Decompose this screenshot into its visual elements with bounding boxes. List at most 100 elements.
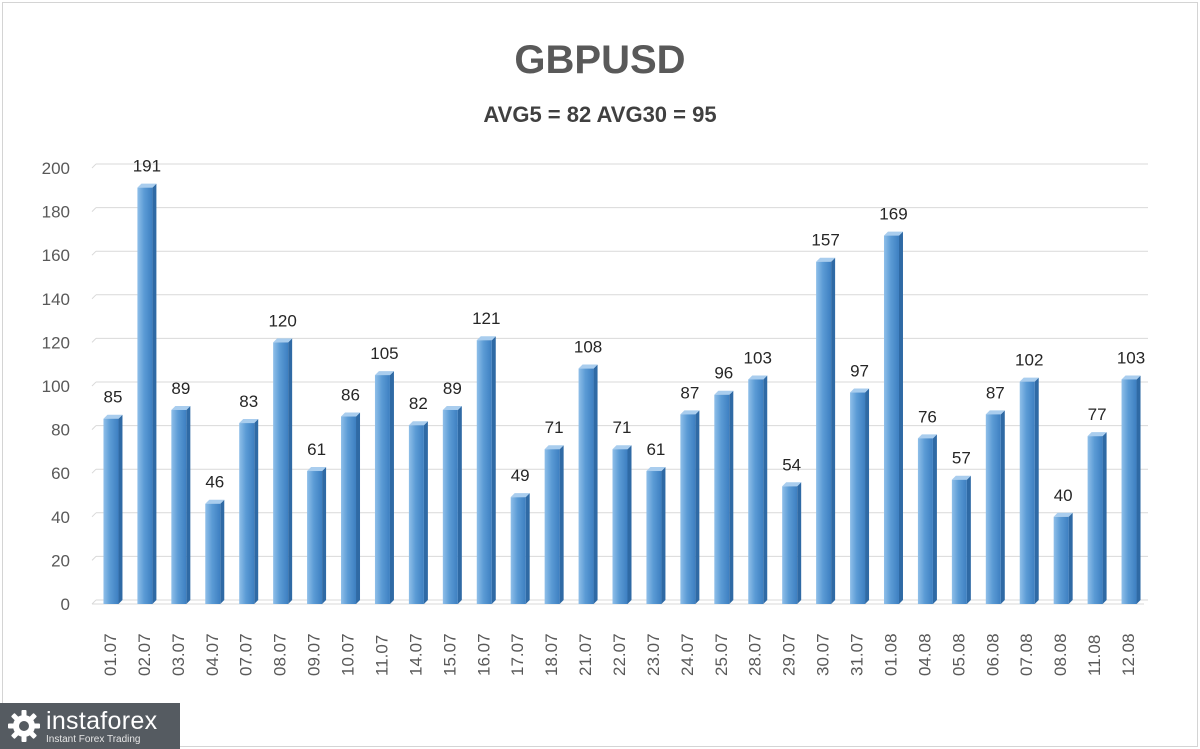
x-tick-label: 07.07 xyxy=(237,633,256,676)
x-tick-label: 28.07 xyxy=(746,633,765,676)
bar-top xyxy=(374,371,394,376)
bar-top xyxy=(442,405,462,410)
bar-side xyxy=(525,493,530,604)
bar-top xyxy=(883,231,903,236)
data-label: 89 xyxy=(443,379,462,398)
data-label: 61 xyxy=(307,440,326,459)
x-tick-label: 09.07 xyxy=(305,633,324,676)
bar-side xyxy=(457,405,462,604)
y-tick-label: 120 xyxy=(42,333,70,352)
data-label: 83 xyxy=(239,392,258,411)
bar xyxy=(646,471,662,604)
bar-top xyxy=(1087,432,1107,437)
x-tick-label: 04.08 xyxy=(915,633,934,676)
gridline-depth xyxy=(91,512,97,518)
bar-side xyxy=(627,445,632,604)
bar xyxy=(171,409,187,604)
data-label: 97 xyxy=(850,362,869,381)
x-tick-label: 11.07 xyxy=(372,635,391,676)
bar-side xyxy=(831,257,836,604)
bar-side xyxy=(1068,512,1073,604)
y-axis: 0 20 40 60 80 100 120 140 160 180 200 xyxy=(42,159,70,614)
bar-side xyxy=(763,375,768,604)
bar-side xyxy=(288,338,293,604)
data-label: 120 xyxy=(268,311,296,330)
x-tick-label: 17.07 xyxy=(508,633,527,676)
x-tick-label: 30.07 xyxy=(814,633,833,676)
bar xyxy=(1019,381,1035,604)
bar-top xyxy=(680,410,700,415)
data-label: 40 xyxy=(1054,486,1073,505)
y-tick-label: 20 xyxy=(51,551,70,570)
bar-side xyxy=(356,412,361,604)
bar-top xyxy=(985,410,1005,415)
data-label: 54 xyxy=(782,455,801,474)
data-label: 87 xyxy=(986,383,1005,402)
x-tick-label: 22.07 xyxy=(610,633,629,676)
x-tick-label: 12.08 xyxy=(1119,633,1138,676)
logo-name: instaforex xyxy=(46,707,158,735)
y-tick-label: 100 xyxy=(42,377,70,396)
bar-top xyxy=(544,445,564,450)
gridline-depth xyxy=(91,338,97,343)
y-tick-label: 200 xyxy=(42,159,70,178)
bar-side xyxy=(423,421,428,604)
bar xyxy=(408,425,424,604)
x-tick-label: 15.07 xyxy=(440,633,459,676)
data-label: 169 xyxy=(879,205,907,224)
bar-side xyxy=(118,414,123,604)
bar xyxy=(476,340,492,604)
x-tick-label: 31.07 xyxy=(848,633,867,676)
bar xyxy=(544,449,560,604)
y-tick-label: 40 xyxy=(51,508,70,527)
bar xyxy=(951,479,967,604)
gridline-depth xyxy=(91,556,97,561)
bar-side xyxy=(186,405,191,604)
gridline-depth xyxy=(91,207,97,212)
bar xyxy=(1087,436,1103,604)
data-label: 157 xyxy=(811,231,839,250)
data-label: 103 xyxy=(1117,348,1145,367)
bar xyxy=(103,418,119,604)
bar-side xyxy=(797,482,802,604)
bar xyxy=(782,486,798,604)
bar-top xyxy=(137,183,157,188)
data-label: 46 xyxy=(205,473,224,492)
bar-side xyxy=(1034,377,1039,604)
bar-top xyxy=(341,412,361,417)
data-label: 96 xyxy=(714,364,733,383)
bar xyxy=(816,261,832,604)
bar-side xyxy=(1136,375,1141,604)
x-tick-label: 01.07 xyxy=(101,633,120,676)
bar xyxy=(442,409,458,604)
x-tick-label: 02.07 xyxy=(135,633,154,676)
gridline-depth xyxy=(91,425,97,430)
bar-side xyxy=(898,231,903,604)
bar xyxy=(748,379,764,604)
bar xyxy=(510,497,526,604)
data-label: 82 xyxy=(409,394,428,413)
bar-top xyxy=(714,390,734,395)
bar xyxy=(1053,516,1069,604)
data-label: 191 xyxy=(133,157,161,176)
data-label: 76 xyxy=(918,407,937,426)
bar xyxy=(612,449,628,604)
bar-top xyxy=(476,336,496,341)
bar-top xyxy=(1019,377,1039,382)
data-label: 102 xyxy=(1015,351,1043,370)
bar-side xyxy=(966,475,971,604)
x-tick-label: 08.07 xyxy=(271,633,290,676)
bar-side xyxy=(220,499,225,604)
bar-side xyxy=(865,388,870,604)
x-tick-label: 05.08 xyxy=(949,633,968,676)
bar-top xyxy=(205,499,225,504)
bar-top xyxy=(307,467,327,472)
data-label: 121 xyxy=(472,309,500,328)
bar-top xyxy=(917,434,937,439)
bar-side xyxy=(152,183,157,604)
bar-top xyxy=(510,493,530,498)
x-tick-label: 25.07 xyxy=(712,633,731,676)
x-tick-label: 24.07 xyxy=(678,633,697,676)
y-tick-label: 160 xyxy=(42,246,70,265)
bar-top xyxy=(816,257,836,262)
